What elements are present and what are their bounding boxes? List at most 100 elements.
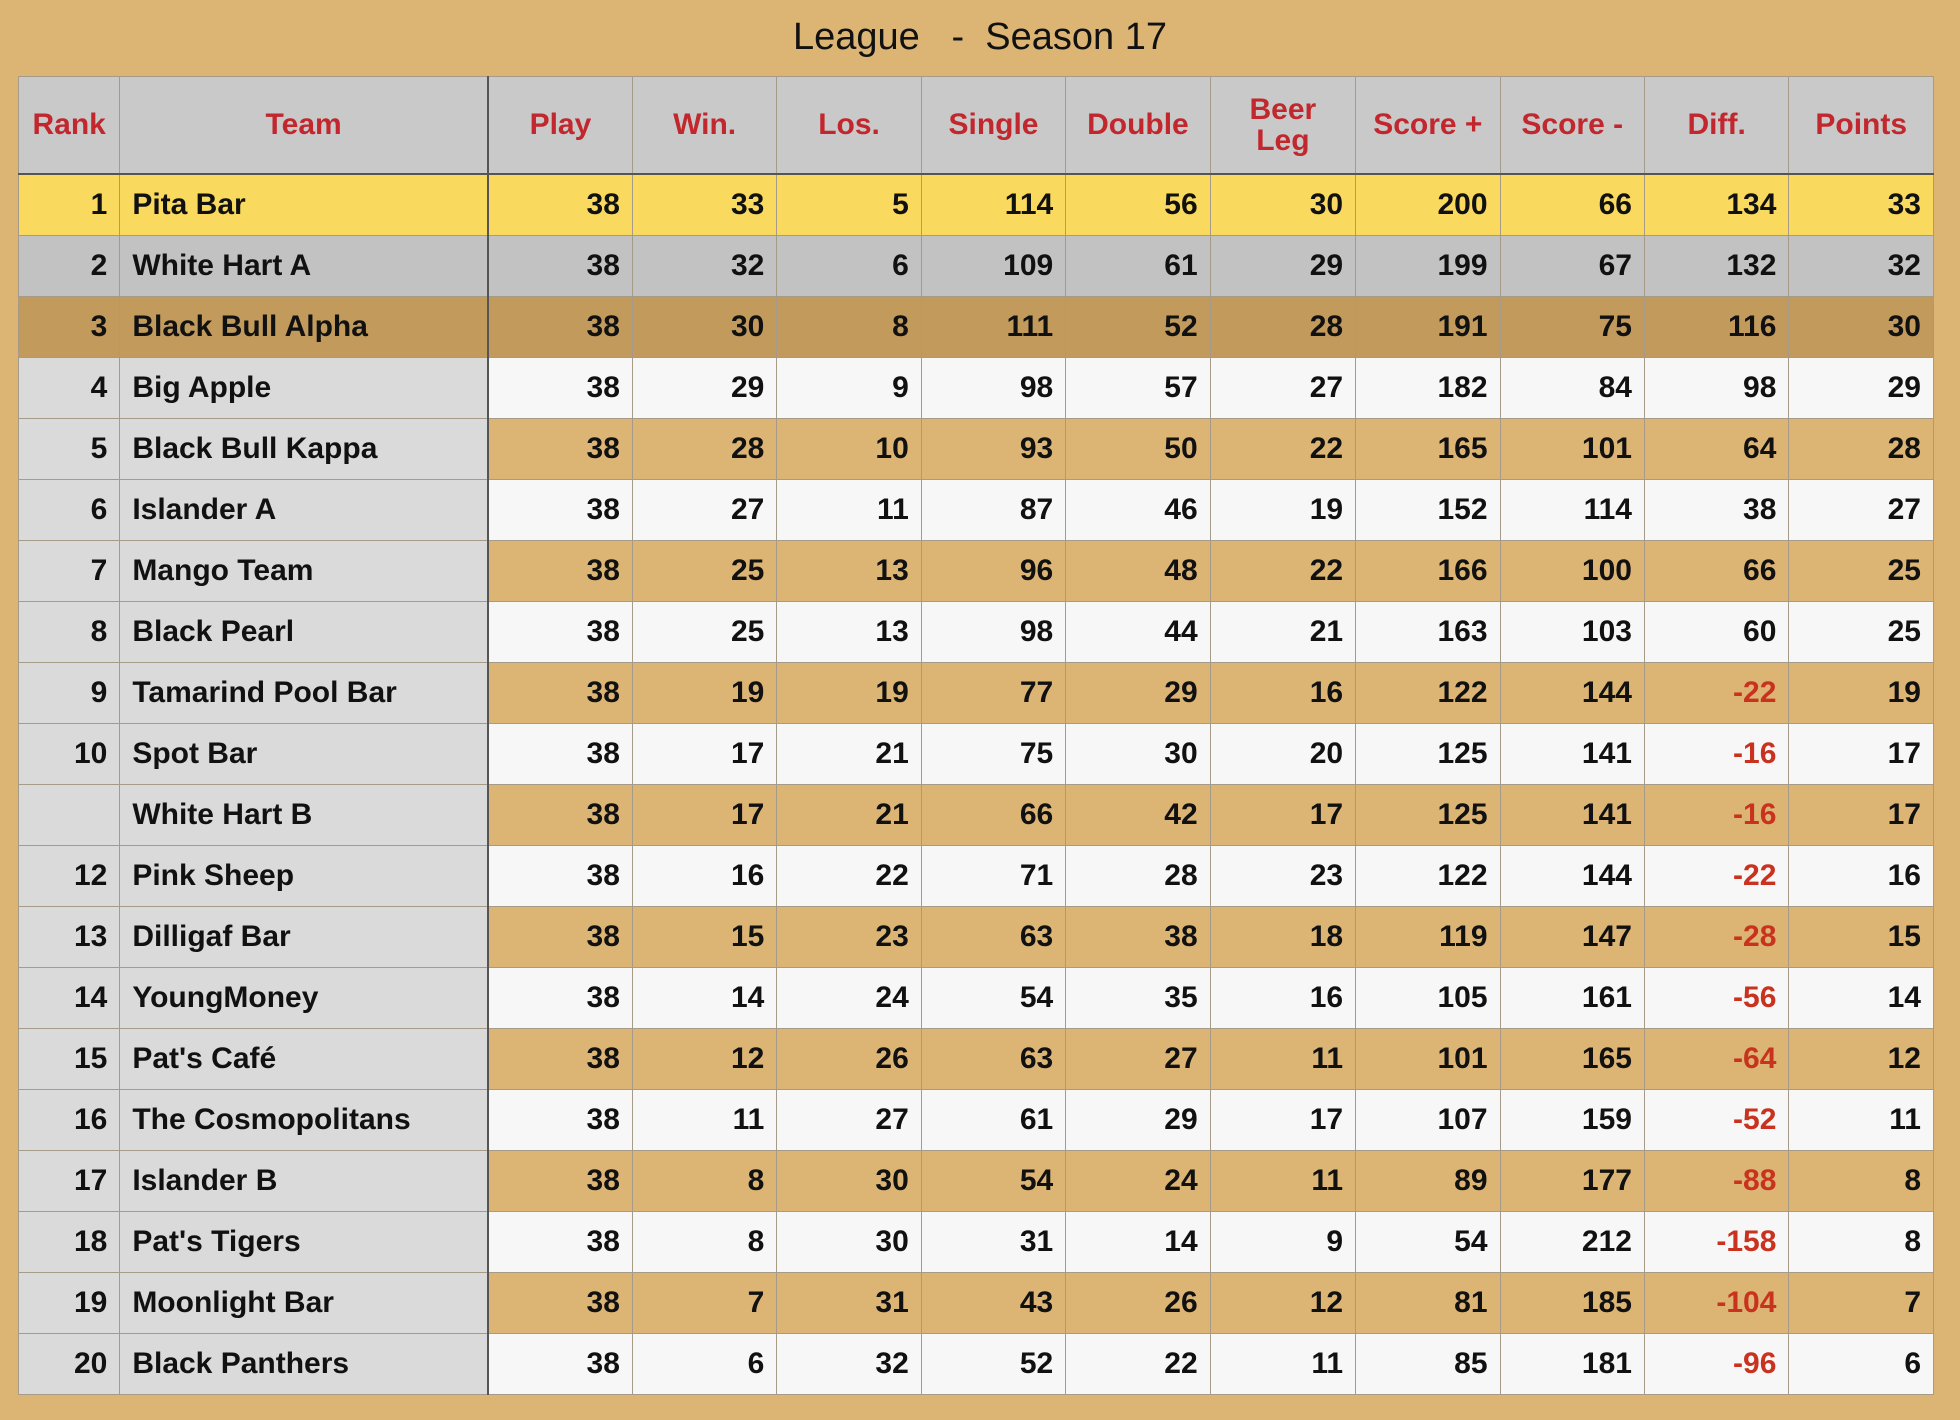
table-row[interactable]: 9 Tamarind Pool Bar 38 19 19 77 29 16 122 144 -22 1… [17, 662, 1934, 724]
los-cell: 13 [776, 601, 922, 663]
score-minus-cell: 84 [1499, 357, 1645, 419]
column-header-win[interactable]: Win. [631, 76, 778, 175]
team-cell: Big Apple [119, 357, 489, 419]
play-cell: 38 [487, 967, 633, 1029]
double-cell: 24 [1065, 1150, 1211, 1212]
beer-leg-cell: 12 [1209, 1272, 1357, 1334]
table-row[interactable]: 2 White Hart A 38 32 6 109 61 29 199 67 132 32 [17, 235, 1934, 297]
table-row[interactable]: 3 Black Bull Alpha 38 30 8 111 52 28 191 75 116 30 [17, 296, 1934, 358]
table-row[interactable]: 20 Black Panthers 38 6 32 52 22 11 85 181 -96 6 [17, 1333, 1934, 1395]
single-cell: 93 [920, 418, 1067, 480]
single-cell: 61 [920, 1089, 1067, 1151]
beer-leg-cell: 17 [1209, 1089, 1357, 1151]
team-cell: Pink Sheep [119, 845, 489, 907]
points-cell: 6 [1788, 1333, 1934, 1395]
los-cell: 30 [776, 1211, 922, 1273]
column-header-rank[interactable]: Rank [17, 76, 121, 175]
diff-cell: -22 [1643, 845, 1790, 907]
table-row[interactable]: 17 Islander B 38 8 30 54 24 11 89 177 -88 8 [17, 1150, 1934, 1212]
rank-cell: 5 [17, 418, 121, 480]
play-cell: 38 [487, 1211, 633, 1273]
win-cell: 28 [631, 418, 778, 480]
double-cell: 27 [1065, 1028, 1211, 1090]
win-cell: 17 [631, 784, 778, 846]
table-row[interactable]: 10 Spot Bar 38 17 21 75 30 20 125 141 -16 17 [17, 723, 1934, 785]
table-row[interactable]: 7 Mango Team 38 25 13 96 48 22 166 100 66 25 [17, 540, 1934, 602]
points-cell: 29 [1788, 357, 1934, 419]
los-cell: 30 [776, 1150, 922, 1212]
diff-cell: 64 [1643, 418, 1790, 480]
diff-cell: -52 [1643, 1089, 1790, 1151]
los-cell: 32 [776, 1333, 922, 1395]
double-cell: 46 [1065, 479, 1211, 541]
score-minus-cell: 161 [1499, 967, 1645, 1029]
column-header-los[interactable]: Los. [776, 76, 922, 175]
table-row[interactable]: 19 Moonlight Bar 38 7 31 43 26 12 81 185 -104 7 [17, 1272, 1934, 1334]
diff-cell: -22 [1643, 662, 1790, 724]
table-row[interactable]: 12 Pink Sheep 38 16 22 71 28 23 122 144 -22 16 [17, 845, 1934, 907]
double-cell: 44 [1065, 601, 1211, 663]
los-cell: 31 [776, 1272, 922, 1334]
points-cell: 7 [1788, 1272, 1934, 1334]
table-row[interactable]: 8 Black Pearl 38 25 13 98 44 21 163 103 60 25 [17, 601, 1934, 663]
score-plus-cell: 54 [1355, 1211, 1501, 1273]
table-row[interactable]: 1 Pita Bar 38 33 5 114 56 30 200 66 134 33 [17, 173, 1934, 236]
column-header-points[interactable]: Points [1788, 76, 1934, 175]
score-plus-cell: 125 [1355, 784, 1501, 846]
table-row[interactable]: 18 Pat's Tigers 38 8 30 31 14 9 54 212 -158 8 [17, 1211, 1934, 1273]
table-row[interactable]: 5 Black Bull Kappa 38 28 10 93 50 22 165 101 64 28 [17, 418, 1934, 480]
score-minus-cell: 177 [1499, 1150, 1645, 1212]
rank-cell: 1 [17, 173, 121, 236]
score-plus-cell: 85 [1355, 1333, 1501, 1395]
single-cell: 63 [920, 906, 1067, 968]
column-header-team[interactable]: Team [119, 76, 489, 175]
los-cell: 10 [776, 418, 922, 480]
single-cell: 77 [920, 662, 1067, 724]
beer-leg-cell: 27 [1209, 357, 1357, 419]
table-row[interactable]: 16 The Cosmopolitans 38 11 27 61 29 17 107 159 -52… [17, 1089, 1934, 1151]
score-minus-cell: 66 [1499, 173, 1645, 236]
rank-cell: 8 [17, 601, 121, 663]
diff-cell: -96 [1643, 1333, 1790, 1395]
score-minus-cell: 147 [1499, 906, 1645, 968]
single-cell: 66 [920, 784, 1067, 846]
column-header-double[interactable]: Double [1065, 76, 1211, 175]
team-cell: Black Panthers [119, 1333, 489, 1395]
rank-cell: 2 [17, 235, 121, 297]
score-plus-cell: 119 [1355, 906, 1501, 968]
rank-cell: 15 [17, 1028, 121, 1090]
single-cell: 63 [920, 1028, 1067, 1090]
page-title: League - Season 17 [793, 16, 1167, 58]
table-row[interactable]: 14 YoungMoney 38 14 24 54 35 16 105 161 -56 14 [17, 967, 1934, 1029]
beer-leg-cell: 29 [1209, 235, 1357, 297]
play-cell: 38 [487, 723, 633, 785]
column-header-score-plus[interactable]: Score + [1355, 76, 1501, 175]
table-row[interactable]: White Hart B 38 17 21 66 42 17 125 141 -16 17 [17, 784, 1934, 846]
diff-cell: 134 [1643, 173, 1790, 236]
single-cell: 98 [920, 601, 1067, 663]
win-cell: 8 [631, 1211, 778, 1273]
score-minus-cell: 185 [1499, 1272, 1645, 1334]
column-header-beer-leg[interactable]: Beer Leg [1209, 76, 1357, 175]
play-cell: 38 [487, 235, 633, 297]
los-cell: 27 [776, 1089, 922, 1151]
table-row[interactable]: 4 Big Apple 38 29 9 98 57 27 182 84 98 29 [17, 357, 1934, 419]
team-cell: Spot Bar [119, 723, 489, 785]
team-cell: Pat's Café [119, 1028, 489, 1090]
column-header-diff[interactable]: Diff. [1643, 76, 1790, 175]
los-cell: 21 [776, 723, 922, 785]
column-header-single[interactable]: Single [920, 76, 1067, 175]
column-header-play[interactable]: Play [487, 76, 633, 175]
table-row[interactable]: 6 Islander A 38 27 11 87 46 19 152 114 38 27 [17, 479, 1934, 541]
double-cell: 52 [1065, 296, 1211, 358]
double-cell: 29 [1065, 662, 1211, 724]
los-cell: 21 [776, 784, 922, 846]
score-minus-cell: 181 [1499, 1333, 1645, 1395]
score-plus-cell: 200 [1355, 173, 1501, 236]
table-row[interactable]: 13 Dilligaf Bar 38 15 23 63 38 18 119 147 -28 15 [17, 906, 1934, 968]
points-cell: 12 [1788, 1028, 1934, 1090]
column-header-score-minus[interactable]: Score - [1499, 76, 1645, 175]
play-cell: 38 [487, 845, 633, 907]
table-row[interactable]: 15 Pat's Café 38 12 26 63 27 11 101 165 -64 12 [17, 1028, 1934, 1090]
score-plus-cell: 101 [1355, 1028, 1501, 1090]
